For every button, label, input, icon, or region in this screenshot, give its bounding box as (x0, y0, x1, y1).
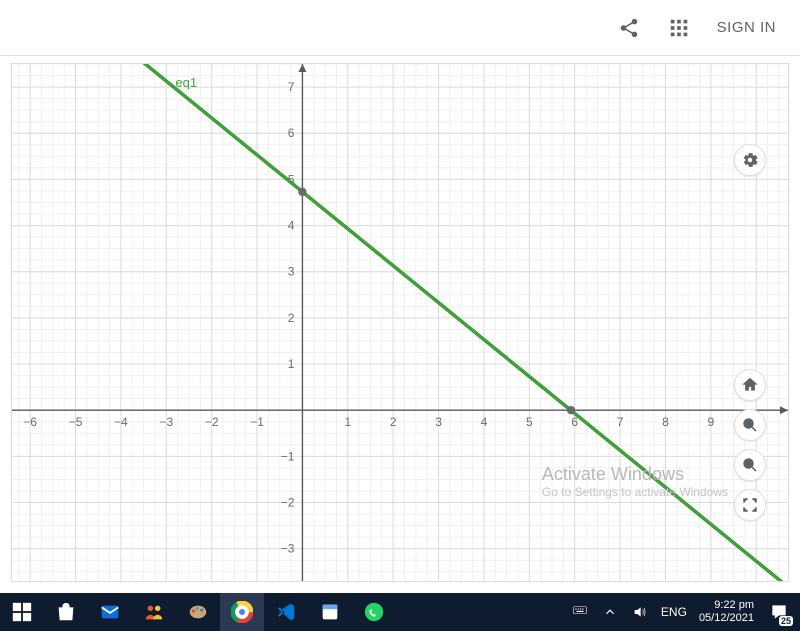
tray-clock[interactable]: 9:22 pm 05/12/2021 (699, 599, 754, 624)
svg-text:7: 7 (617, 415, 624, 429)
svg-text:−3: −3 (159, 415, 173, 429)
chart-settings-group (734, 144, 766, 176)
gear-icon[interactable] (734, 144, 766, 176)
svg-text:−4: −4 (114, 415, 128, 429)
tray-sound-icon[interactable] (631, 603, 649, 621)
tray-date: 05/12/2021 (699, 612, 754, 625)
signin-button[interactable]: SIGN IN (717, 19, 776, 36)
taskbar-tray: ENG 9:22 pm 05/12/2021 25 (571, 593, 800, 631)
svg-text:−2: −2 (281, 496, 295, 510)
chart-area[interactable]: −6−5−4−3−2−112345678910−3−2−11234567eq1 (11, 63, 789, 582)
home-icon[interactable] (734, 369, 766, 401)
graph-canvas: −6−5−4−3−2−112345678910−3−2−11234567eq1 (12, 64, 788, 581)
windows-taskbar: ENG 9:22 pm 05/12/2021 25 (0, 593, 800, 631)
zoom-in-icon[interactable] (734, 409, 766, 441)
tray-time: 9:22 pm (699, 599, 754, 612)
whatsapp-icon[interactable] (352, 593, 396, 631)
chrome-icon[interactable] (220, 593, 264, 631)
svg-text:−1: −1 (250, 415, 264, 429)
svg-text:9: 9 (708, 415, 715, 429)
svg-text:−3: −3 (281, 542, 295, 556)
apps-grid-icon[interactable] (667, 16, 691, 40)
svg-text:6: 6 (288, 126, 295, 140)
vscode-icon[interactable] (264, 593, 308, 631)
svg-text:5: 5 (526, 415, 533, 429)
svg-text:3: 3 (435, 415, 442, 429)
svg-text:2: 2 (390, 415, 397, 429)
start-button[interactable] (0, 593, 44, 631)
tray-lang[interactable]: ENG (661, 605, 687, 619)
svg-text:2: 2 (288, 311, 295, 325)
paint-icon[interactable] (176, 593, 220, 631)
app-generic-icon[interactable] (308, 593, 352, 631)
svg-text:4: 4 (481, 415, 488, 429)
svg-text:8: 8 (662, 415, 669, 429)
tray-notifications-icon[interactable]: 25 (766, 599, 792, 625)
tray-chevron-up-icon[interactable] (601, 603, 619, 621)
share-icon[interactable] (617, 16, 641, 40)
taskbar-apps (0, 593, 396, 631)
app-window: SIGN IN −6−5−4−3−2−112345678910−3−2−1123… (0, 0, 800, 631)
svg-text:1: 1 (344, 415, 351, 429)
chart-nav-group (734, 369, 766, 521)
tray-keyboard-icon[interactable] (571, 603, 589, 621)
fullscreen-icon[interactable] (734, 489, 766, 521)
svg-text:3: 3 (288, 265, 295, 279)
svg-text:−6: −6 (23, 415, 37, 429)
svg-text:−2: −2 (205, 415, 219, 429)
zoom-out-icon[interactable] (734, 449, 766, 481)
svg-text:1: 1 (288, 357, 295, 371)
top-toolbar: SIGN IN (0, 0, 800, 56)
svg-text:7: 7 (288, 80, 295, 94)
notif-badge: 25 (779, 616, 793, 626)
svg-text:−1: −1 (281, 449, 295, 463)
app-people-icon[interactable] (132, 593, 176, 631)
svg-text:4: 4 (288, 219, 295, 233)
mail-icon[interactable] (88, 593, 132, 631)
svg-text:eq1: eq1 (175, 75, 197, 90)
store-icon[interactable] (44, 593, 88, 631)
svg-text:−5: −5 (69, 415, 83, 429)
